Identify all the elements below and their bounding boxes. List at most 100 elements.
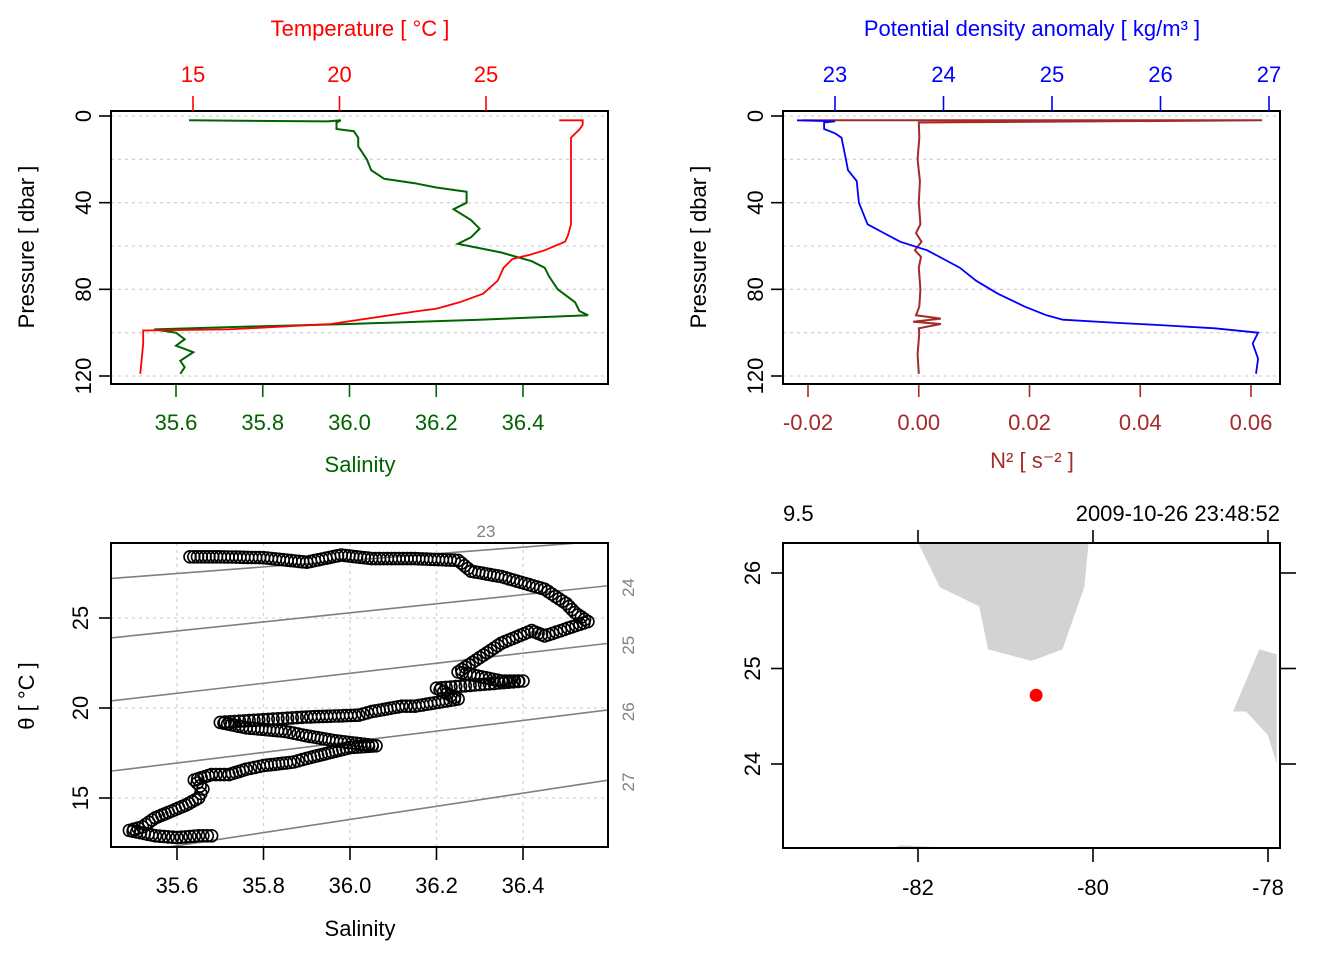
pressure-axis: 0 40 80 120 bbox=[71, 110, 111, 394]
ts-point bbox=[472, 650, 487, 665]
ts-point bbox=[178, 830, 193, 844]
ts-point bbox=[496, 675, 511, 690]
ts-point bbox=[477, 677, 492, 692]
bottom-axis-tick-label: -0.02 bbox=[783, 410, 833, 435]
salinity-axis-title: Salinity bbox=[325, 452, 396, 477]
ts-point bbox=[274, 724, 289, 738]
ts-point bbox=[183, 829, 197, 844]
theta-tick-label: 15 bbox=[68, 786, 93, 810]
temperature-axis: 15 20 25 bbox=[181, 62, 498, 111]
plot-frame bbox=[782, 110, 1281, 385]
ts-point bbox=[196, 828, 210, 843]
ts-point bbox=[191, 828, 206, 843]
ts-gridlines bbox=[111, 543, 608, 847]
pressure-tick-label: 40 bbox=[743, 190, 768, 214]
ts-point bbox=[544, 587, 559, 601]
n2-axis: -0.02 0.00 0.02 0.04 0.06 bbox=[783, 385, 1272, 435]
temperature-axis-title: Temperature [ °C ] bbox=[271, 16, 450, 41]
ts-point bbox=[494, 636, 509, 651]
salinity-axis: 35.6 35.8 36.0 36.2 36.4 bbox=[155, 385, 544, 435]
ts-point bbox=[152, 829, 167, 844]
ts-point bbox=[511, 674, 526, 689]
ts-point bbox=[350, 740, 365, 754]
ts-point bbox=[501, 675, 516, 690]
isopycnal-labels: 23 24 25 26 27 bbox=[477, 522, 638, 791]
land-polygons bbox=[892, 543, 1277, 848]
isopycnal-label: 23 bbox=[477, 522, 496, 541]
salinity-tick-label: 35.8 bbox=[242, 873, 285, 898]
pressure-axis-title: Pressure [ dbar ] bbox=[686, 166, 711, 329]
ts-point bbox=[148, 828, 163, 843]
ts-point bbox=[480, 645, 494, 660]
land-polygon bbox=[1233, 649, 1277, 764]
theta-axis-title: θ [ °C ] bbox=[14, 662, 39, 729]
ts-point bbox=[165, 830, 180, 845]
ts-point bbox=[490, 638, 505, 653]
top-axis-tick-label: 23 bbox=[823, 62, 847, 87]
ts-point bbox=[472, 677, 487, 692]
station-timestamp: 2009-10-26 23:48:52 bbox=[1076, 501, 1280, 526]
ts-point bbox=[548, 589, 563, 604]
top-axis-tick-label: 15 bbox=[181, 62, 205, 87]
top-axis-tick-label: 27 bbox=[1257, 62, 1281, 87]
latitude-axis: 26 25 24 bbox=[740, 561, 1296, 776]
ts-point bbox=[447, 553, 462, 568]
longitude-tick-label: -80 bbox=[1077, 875, 1109, 900]
ts-point bbox=[463, 678, 477, 693]
latitude-tick-label: 24 bbox=[740, 752, 765, 776]
ts-point bbox=[290, 710, 304, 725]
bottom-axis-tick-label: 36.2 bbox=[415, 410, 458, 435]
ts-point bbox=[469, 653, 483, 667]
isopycnal-line bbox=[112, 642, 608, 702]
bottom-axis-tick-label: 0.06 bbox=[1230, 410, 1273, 435]
salinity-tick-label: 36.2 bbox=[415, 873, 458, 898]
ts-point bbox=[357, 739, 372, 754]
salinity-tick-label: 35.6 bbox=[156, 873, 199, 898]
theta-tick-label: 25 bbox=[68, 606, 93, 630]
ts-point bbox=[303, 710, 318, 724]
theta-tick-label: 20 bbox=[68, 696, 93, 720]
station-marker[interactable] bbox=[1029, 688, 1043, 702]
salinity-axis: 35.6 35.8 36.0 36.2 36.4 bbox=[156, 848, 544, 898]
plot-frame bbox=[110, 542, 609, 848]
map-scale-text: 9.5 bbox=[783, 501, 814, 526]
pressure-tick-label: 0 bbox=[743, 110, 768, 122]
ts-point bbox=[285, 711, 300, 725]
ts-point bbox=[453, 679, 468, 694]
plot-frame bbox=[110, 110, 609, 385]
isopycnal-label: 27 bbox=[619, 773, 638, 792]
isopycnal-label: 25 bbox=[619, 636, 638, 655]
density-axis: 23 24 25 26 27 bbox=[823, 62, 1281, 111]
isopycnal-line bbox=[163, 779, 608, 847]
isopycnal-label: 24 bbox=[619, 578, 638, 597]
bottom-axis-tick-label: 0.00 bbox=[897, 410, 940, 435]
ts-point bbox=[537, 582, 552, 597]
ts-point bbox=[170, 830, 184, 845]
ts-points bbox=[122, 548, 595, 845]
salinity-tick-label: 36.0 bbox=[329, 873, 372, 898]
ts-point bbox=[482, 676, 497, 691]
density-axis-title: Potential density anomaly [ kg/m³ ] bbox=[864, 16, 1200, 41]
isopycnal-label: 26 bbox=[619, 702, 638, 721]
top-axis-tick-label: 25 bbox=[474, 62, 498, 87]
ts-point bbox=[468, 678, 482, 692]
isopycnal-line bbox=[112, 584, 608, 639]
ts-point bbox=[487, 641, 502, 655]
longitude-tick-label: -78 bbox=[1252, 875, 1284, 900]
ts-point bbox=[408, 699, 422, 714]
pressure-gridlines bbox=[783, 115, 1280, 377]
ts-point bbox=[200, 828, 215, 843]
n2-axis-title: N² [ s⁻² ] bbox=[990, 448, 1074, 473]
panel-station-map: -82 -80 -78 26 25 24 9.5 2009-10-26 23:48:52 bbox=[740, 501, 1296, 900]
pressure-axis: 0 40 80 120 bbox=[743, 110, 783, 394]
isopycnal-lines bbox=[112, 543, 608, 847]
panel-salinity-temperature-profile: 0 40 80 120 35.6 35.8 36.0 36.2 36.4 15 20 25 Tem… bbox=[14, 16, 609, 477]
ts-point bbox=[247, 713, 261, 728]
ts-point bbox=[476, 648, 491, 663]
ts-point bbox=[295, 710, 309, 725]
pressure-tick-label: 40 bbox=[71, 190, 96, 214]
pressure-axis-title: Pressure [ dbar ] bbox=[14, 166, 39, 329]
pressure-tick-label: 120 bbox=[743, 358, 768, 395]
